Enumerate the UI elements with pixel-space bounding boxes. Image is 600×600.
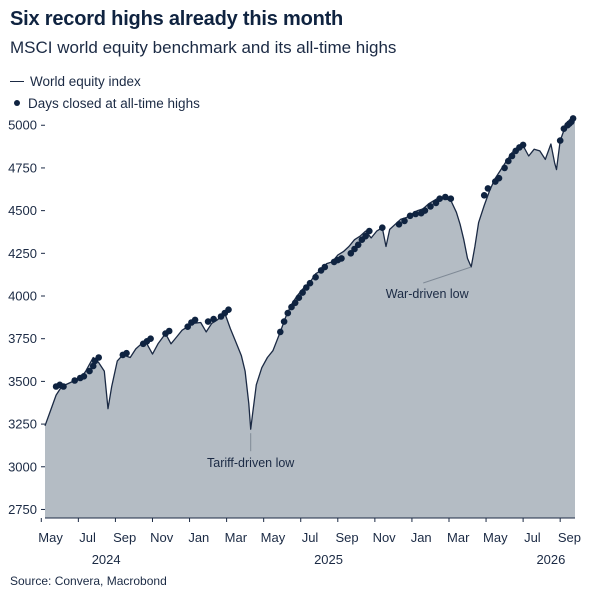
y-tick-label: 4000 [8,289,37,304]
x-tick-label: May [483,530,508,545]
annotation-leader [423,266,472,284]
annotation-label: War-driven low [386,287,470,301]
all-time-high-dot [495,174,503,182]
x-tick-label: Jan [188,530,209,545]
all-time-high-dot [277,328,284,336]
all-time-high-dot [442,193,449,201]
all-time-high-dot [80,373,88,380]
all-time-high-dot [89,362,97,370]
all-time-high-dot [321,263,329,271]
legend-item-line: World equity index [10,70,200,92]
legend-item-dots: Days closed at all-time highs [10,92,200,114]
all-time-high-dot [295,294,303,302]
x-tick-label: Sep [335,530,358,545]
all-time-high-dot [291,299,299,307]
legend-line-label: World equity index [30,73,141,89]
year-label: 2024 [92,552,121,567]
all-time-high-dot [303,284,310,291]
y-tick-label: 5000 [8,118,37,133]
all-time-high-dot [354,241,362,249]
all-time-high-dot [123,349,130,357]
x-tick-label: Jul [302,530,319,545]
x-tick-label: May [38,530,63,545]
legend-dot-swatch [14,100,20,106]
x-tick-label: Sep [113,530,136,545]
all-time-high-dot [436,195,444,202]
year-label: 2025 [314,552,343,567]
annotation-label: Tariff-driven low [207,456,295,470]
all-time-high-dot [280,318,288,325]
all-time-high-dot [306,279,314,287]
all-time-high-dot [501,164,508,172]
all-time-high-dot [519,141,527,149]
legend: World equity index Days closed at all-ti… [10,70,200,114]
y-tick-label: 2750 [8,502,37,517]
x-tick-label: Jul [79,530,96,545]
all-time-high-dot [338,255,345,262]
all-time-high-dot [569,115,577,122]
all-time-high-dot [412,210,419,218]
x-tick-label: Sep [558,530,581,545]
all-time-high-dot [204,318,212,325]
source-note: Source: Convera, Macrobond [10,574,167,588]
all-time-high-dot [401,217,408,225]
all-time-high-dot [210,315,217,323]
all-time-high-dot [60,383,67,390]
all-time-high-dot [299,289,306,296]
all-time-high-dot [366,227,373,235]
all-time-high-dot [191,316,199,324]
all-time-high-dot [312,273,319,281]
x-tick-label: Mar [447,530,470,545]
all-time-high-dot [379,224,386,231]
y-tick-label: 4500 [8,203,37,218]
all-time-high-dot [556,137,564,144]
all-time-high-dot [447,195,455,202]
all-time-high-dot [86,367,93,375]
all-time-high-dot [284,309,292,317]
legend-line-swatch [10,80,24,82]
chart-title: Six record highs already this month [10,8,344,30]
index-area [45,118,575,519]
x-tick-label: Jan [411,530,432,545]
all-time-high-dot [95,354,102,361]
all-time-high-dot [484,185,492,192]
y-tick-label: 4750 [8,160,37,175]
y-tick-label: 4250 [8,246,37,261]
y-tick-label: 3250 [8,417,37,432]
y-tick-label: 3000 [8,459,37,474]
all-time-high-dot [71,377,78,384]
all-time-high-dot [421,207,429,214]
x-tick-label: May [261,530,286,545]
y-tick-label: 3500 [8,374,37,389]
all-time-high-dot [288,303,295,311]
x-tick-label: Nov [150,530,174,545]
x-tick-label: Jul [524,530,541,545]
all-time-high-dot [147,335,154,343]
x-tick-label: Nov [373,530,397,545]
chart-subtitle: MSCI world equity benchmark and its all-… [10,38,397,57]
all-time-high-dot [508,152,516,160]
all-time-high-dot [406,212,414,220]
year-label: 2026 [536,552,565,567]
all-time-high-dot [480,192,488,199]
all-time-high-dot [427,203,434,210]
all-time-high-dot [395,221,403,228]
all-time-high-dot [165,327,173,335]
all-time-high-dot [225,306,232,314]
all-time-high-dot [362,232,369,240]
y-tick-label: 3750 [8,331,37,346]
all-time-high-dot [347,250,355,257]
legend-dot-label: Days closed at all-time highs [28,95,200,111]
x-tick-label: Mar [225,530,248,545]
all-time-high-dot [505,157,512,165]
